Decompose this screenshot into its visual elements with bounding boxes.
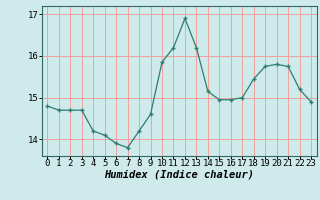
X-axis label: Humidex (Indice chaleur): Humidex (Indice chaleur) <box>104 170 254 180</box>
